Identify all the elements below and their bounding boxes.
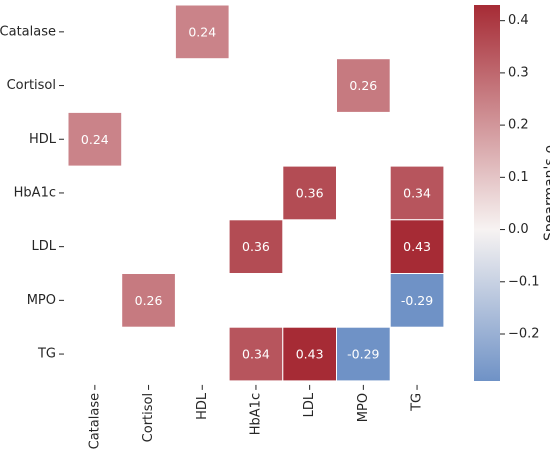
colorbar-tick-label: 0.0: [508, 222, 529, 237]
heatmap-cell: [228, 326, 284, 382]
colorbar-ticks: −0.2 −0.1 0.0 0.1 0.2 0.3 0.4: [500, 13, 540, 342]
x-tick-label: LDL: [302, 392, 317, 417]
colorbar-tick-label: 0.4: [508, 13, 529, 28]
y-tick-label: MPO: [27, 293, 56, 308]
x-tick-label: Cortisol: [141, 393, 156, 442]
heatmap-cell: [282, 165, 337, 221]
colorbar: −0.2 −0.1 0.0 0.1 0.2 0.3 0.4 Spearman's ρ: [474, 5, 550, 381]
cell-value-label: -0.29: [401, 293, 433, 308]
y-tick-label: Catalase: [0, 24, 56, 39]
colorbar-tick-label: 0.1: [508, 170, 529, 185]
cell-value-label: 0.36: [242, 239, 270, 254]
x-tick-label: MPO: [356, 393, 371, 422]
heatmap-cell: [336, 58, 391, 113]
cell-value-label: 0.24: [81, 132, 109, 147]
x-tick-labels: Catalase Cortisol HDL HbA1c LDL MPO TG: [87, 384, 425, 449]
colorbar-tick-label: 0.3: [508, 65, 529, 80]
heatmap-cell: [389, 273, 445, 328]
cell-value-label: 0.43: [296, 347, 324, 362]
x-tick-label: HDL: [195, 392, 210, 420]
heatmap-cell: [336, 326, 391, 382]
x-tick-label: HbA1c: [248, 393, 263, 435]
cell-value-label: 0.36: [296, 185, 324, 200]
heatmap-cell: [67, 111, 123, 167]
y-tick-label: TG: [37, 347, 56, 362]
cell-value-label: 0.24: [188, 24, 216, 39]
cell-value-label: 0.26: [135, 293, 163, 308]
y-tick-label: HDL: [29, 132, 57, 147]
y-tick-label: Cortisol: [7, 78, 56, 93]
y-tick-label: HbA1c: [14, 185, 56, 200]
heatmap-cell: [228, 219, 284, 275]
cell-value-label: 0.34: [242, 347, 270, 362]
cell-value-label: 0.43: [403, 239, 431, 254]
colorbar-tick-label: 0.2: [508, 118, 529, 133]
heatmap-cells: 0.24 0.26 0.24 0.36 0.34 0.36 0.43 0.26 -0.29 0.3…: [67, 4, 445, 382]
cell-value-label: 0.26: [349, 78, 377, 93]
x-tick-label: Catalase: [87, 393, 102, 449]
y-tick-labels: Catalase Cortisol HDL HbA1c LDL MPO TG: [0, 24, 64, 362]
colorbar-tick-label: −0.1: [508, 274, 540, 289]
heatmap-cell: [121, 273, 176, 328]
heatmap-cell: [174, 4, 230, 60]
colorbar-label: Spearman's ρ: [542, 145, 550, 241]
colorbar-tick-label: −0.2: [508, 327, 540, 342]
colorbar-gradient: [474, 5, 500, 381]
cell-value-label: -0.29: [347, 347, 379, 362]
cell-value-label: 0.34: [403, 185, 431, 200]
y-tick-label: LDL: [32, 239, 57, 254]
x-tick-label: TG: [410, 393, 425, 412]
